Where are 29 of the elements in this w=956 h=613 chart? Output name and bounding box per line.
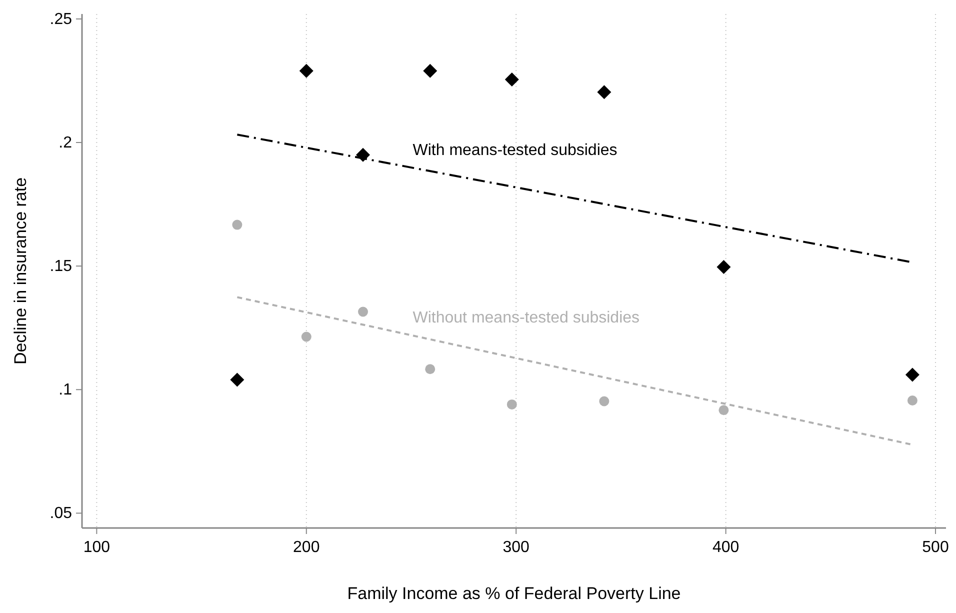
y-tick-label: .2 (58, 134, 72, 152)
point (907, 395, 918, 406)
series-label: With means-tested subsidies (412, 142, 618, 159)
point (718, 405, 729, 416)
point (423, 64, 438, 78)
point (230, 372, 244, 387)
y-tick-label: .25 (50, 10, 72, 28)
y-tick-label: .15 (50, 258, 72, 276)
x-tick-label: 500 (922, 539, 949, 556)
point (716, 260, 731, 274)
point (358, 306, 368, 317)
x-tick-label: 300 (502, 539, 530, 556)
point (504, 72, 519, 86)
point (232, 220, 242, 230)
point (599, 396, 610, 406)
point (299, 64, 314, 78)
x-tick-label: 200 (293, 539, 320, 556)
series-label: Without means-tested subsidies (412, 310, 640, 327)
y-tick-label: .1 (58, 382, 72, 399)
point (506, 399, 517, 410)
point (425, 364, 436, 374)
point (597, 85, 612, 100)
point (905, 368, 920, 382)
x-axis-title: Family Income as % of Federal Poverty Line (347, 584, 681, 603)
x-tick-label: 100 (83, 539, 110, 556)
y-tick-label: .05 (50, 505, 72, 522)
x-tick-label: 400 (712, 539, 740, 556)
y-axis-title: Decline in insurance rate (11, 177, 30, 365)
point (301, 332, 312, 342)
